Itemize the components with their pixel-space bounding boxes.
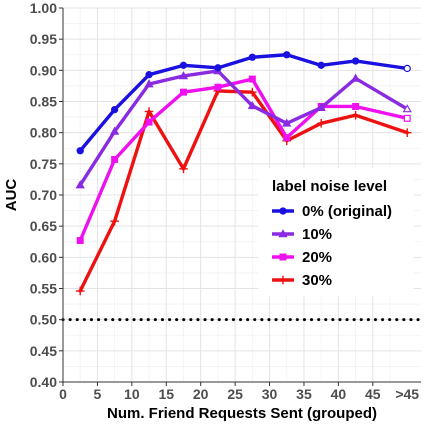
legend-label: 20% xyxy=(302,249,332,266)
y-tick-label: 0.80 xyxy=(30,125,57,141)
data-point-0-0 xyxy=(76,147,84,155)
legend-swatch-marker xyxy=(279,207,287,215)
data-point-0-8 xyxy=(351,57,360,65)
data-point-0-7 xyxy=(317,61,325,70)
data-point-0-5 xyxy=(248,53,256,61)
y-tick-label: 0.50 xyxy=(30,312,57,328)
legend-swatch-marker xyxy=(279,253,287,261)
legend-item-0: 0% (original) xyxy=(272,203,392,220)
series-line-1 xyxy=(78,69,409,187)
x-tick-label: 35 xyxy=(296,386,312,402)
legend-label: 10% xyxy=(302,226,332,243)
data-point-0-6 xyxy=(283,51,291,59)
y-tick-label: 0.55 xyxy=(30,281,57,297)
x-tick-label: 20 xyxy=(193,386,209,402)
data-point-2-9 xyxy=(403,114,411,122)
data-point-3-7 xyxy=(316,118,326,128)
data-point-0-2 xyxy=(145,71,153,79)
data-point-2-2 xyxy=(145,118,153,126)
data-point-0-1 xyxy=(110,105,119,114)
legend-item-2: 20% xyxy=(272,249,332,266)
x-tick-label: 15 xyxy=(158,386,174,402)
data-point-2-1 xyxy=(111,155,119,163)
series-3 xyxy=(75,86,412,296)
x-tick-label: 45 xyxy=(365,386,381,402)
legend-items: 0% (original) 10% 20% 30% xyxy=(272,203,392,289)
y-tick-label: 1.00 xyxy=(30,0,57,16)
series-1 xyxy=(75,66,412,189)
legend-label: 0% (original) xyxy=(302,203,392,220)
x-tick-label: 10 xyxy=(124,386,140,402)
x-tick-label: 30 xyxy=(262,386,278,402)
data-point-2-3 xyxy=(180,88,187,96)
data-point-1-2 xyxy=(144,79,154,88)
legend-swatch-marker xyxy=(278,275,288,285)
data-point-3-5 xyxy=(248,87,257,97)
data-point-3-2 xyxy=(144,107,154,116)
legend-item-3: 30% xyxy=(272,272,332,289)
data-point-1-1 xyxy=(110,126,120,135)
series-0 xyxy=(76,51,411,155)
series-line-0 xyxy=(78,53,409,153)
data-point-1-3 xyxy=(178,71,189,80)
data-point-1-7 xyxy=(316,102,326,112)
y-axis-title: AUC xyxy=(3,179,20,212)
y-tick-label: 0.85 xyxy=(30,94,57,110)
legend-item-1: 10% xyxy=(272,226,332,243)
x-tick-label: >45 xyxy=(395,386,419,402)
data-point-3-3 xyxy=(179,164,188,174)
data-point-3-9 xyxy=(402,128,412,137)
data-point-2-4 xyxy=(214,83,222,91)
data-point-0-3 xyxy=(179,61,188,70)
x-tick-label: 40 xyxy=(331,386,347,402)
data-point-2-6 xyxy=(283,134,291,142)
series-line-2 xyxy=(78,77,409,243)
data-point-2-8 xyxy=(352,103,360,110)
data-point-1-0 xyxy=(75,180,85,189)
x-axis-title: Num. Friend Requests Sent (grouped) xyxy=(107,405,377,422)
x-tick-label: 0 xyxy=(59,386,67,402)
y-tick-label: 0.95 xyxy=(30,31,57,47)
x-tick-label: 5 xyxy=(94,386,102,402)
data-point-1-8 xyxy=(350,73,361,82)
y-tick-label: 0.90 xyxy=(30,62,57,78)
legend: label noise level 0% (original) 10% 20% 30% xyxy=(258,168,414,296)
legend-label: 30% xyxy=(302,272,332,289)
data-point-3-0 xyxy=(75,286,85,296)
y-tick-label: 0.60 xyxy=(30,249,57,265)
x-tick-label: 25 xyxy=(227,386,243,402)
y-tick-label: 0.40 xyxy=(30,374,57,390)
series-layer xyxy=(75,51,412,296)
data-point-1-5 xyxy=(247,101,257,110)
y-tick-label: 0.70 xyxy=(30,187,57,203)
y-tick-label: 0.75 xyxy=(30,156,57,172)
data-point-3-1 xyxy=(110,216,119,226)
data-point-3-8 xyxy=(351,110,360,120)
tick-labels: 0.40 0.45 0.50 0.55 0.60 0.65 0.70 0.75 0.80 0.85… xyxy=(30,0,420,402)
data-point-2-0 xyxy=(76,237,84,244)
data-point-0-4 xyxy=(214,64,222,72)
data-point-1-9 xyxy=(402,104,412,113)
data-point-0-9 xyxy=(403,64,411,73)
legend-swatch-marker xyxy=(278,229,288,238)
series-line-3 xyxy=(78,89,409,293)
y-tick-label: 0.45 xyxy=(30,343,57,359)
y-tick-label: 0.65 xyxy=(30,218,57,234)
legend-title: label noise level xyxy=(272,178,387,195)
data-point-2-5 xyxy=(248,75,256,83)
data-point-1-6 xyxy=(282,118,292,127)
